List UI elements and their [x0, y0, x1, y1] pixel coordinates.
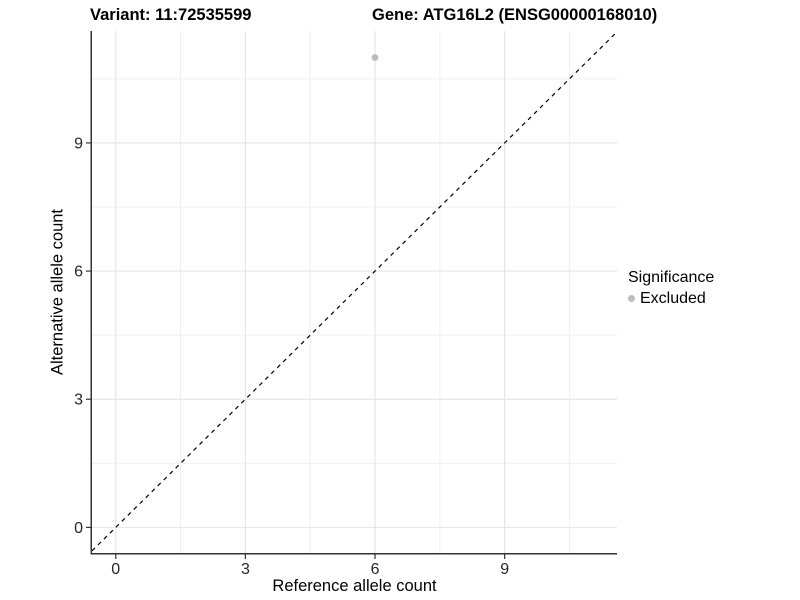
- excluded-point-icon: [628, 295, 635, 302]
- y-tick-label: 9: [74, 135, 83, 152]
- y-tick-label: 6: [74, 264, 83, 281]
- x-tick-label: 0: [111, 561, 120, 578]
- identity-line: [91, 31, 618, 552]
- gene-title: Gene: ATG16L2 (ENSG00000168010): [372, 6, 658, 24]
- variant-title: Variant: 11:72535599: [90, 6, 252, 24]
- legend-title: Significance: [628, 269, 715, 286]
- y-tick-label: 0: [74, 520, 83, 537]
- y-axis-title: Alternative allele count: [48, 208, 67, 376]
- y-tick-label: 3: [74, 392, 83, 409]
- legend: Significance Excluded: [628, 268, 714, 308]
- x-tick-label: 3: [241, 561, 250, 578]
- legend-item-label: Excluded: [640, 290, 706, 307]
- x-tick-label: 6: [371, 561, 380, 578]
- x-axis-title: Reference allele count: [272, 577, 437, 595]
- data-point: [371, 54, 379, 61]
- legend-item-excluded: Excluded: [628, 289, 714, 308]
- x-tick-label: 9: [500, 561, 509, 578]
